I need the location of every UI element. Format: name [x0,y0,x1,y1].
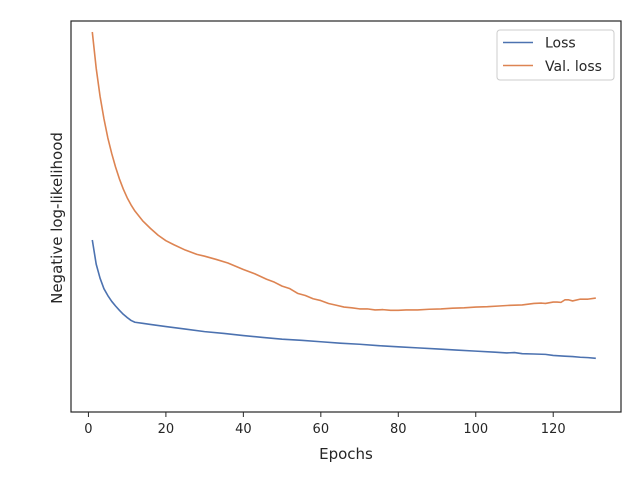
series-layer [91,31,596,360]
x-axis: 0 20 40 60 80 100 120 [84,412,566,437]
legend-label-val-loss: Val. loss [545,59,602,75]
x-axis-label: Epochs [319,445,373,463]
x-tick-label: 40 [235,422,252,437]
x-tick-label: 80 [390,422,407,437]
x-tick-label: 120 [541,422,566,437]
y-axis-label: Negative log-likelihood [48,132,66,304]
legend-label-loss: Loss [545,36,576,52]
x-tick-label: 0 [84,422,92,437]
x-tick-label: 100 [463,422,488,437]
legend: Loss Val. loss [496,29,615,81]
x-tick-label: 20 [158,422,175,437]
series-line-val-loss [91,31,596,312]
x-tick-label: 60 [313,422,330,437]
series-line-loss [91,239,596,360]
plot-frame [70,20,622,413]
